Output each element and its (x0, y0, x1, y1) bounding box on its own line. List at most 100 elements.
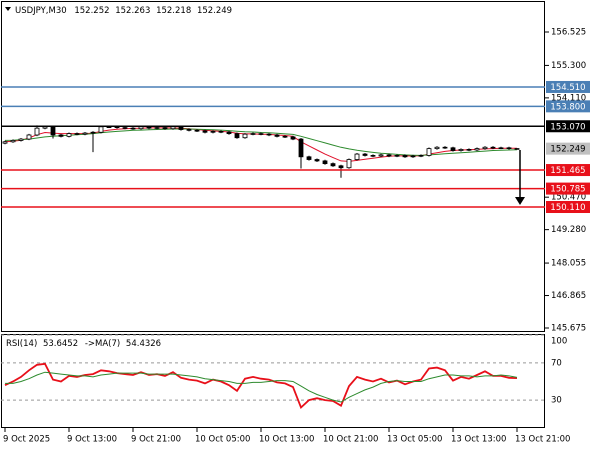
candle-body (50, 126, 56, 136)
candle-body (394, 155, 400, 157)
candle-body (418, 155, 424, 157)
series-line (5, 371, 518, 403)
candle-body (458, 149, 464, 151)
x-tick-label: 10 Oct 13:00 (259, 435, 314, 445)
candle-body (330, 163, 336, 167)
x-tick-label: 9 Oct 2025 (3, 435, 50, 445)
candle-body (402, 155, 408, 158)
rsi-name: RSI(14) (6, 339, 37, 349)
candle-body (146, 126, 152, 129)
candle-body (466, 149, 472, 151)
candle-body (82, 132, 88, 135)
high-value: 152.263 (115, 6, 150, 16)
candle-body (498, 147, 504, 150)
candle-body (130, 127, 136, 130)
candle-body (194, 129, 200, 132)
candle-body (386, 154, 392, 157)
level-label-box (546, 80, 590, 93)
x-tick-label: 10 Oct 21:00 (323, 435, 378, 445)
candle-body (266, 133, 272, 136)
level-label: 153.070 (550, 122, 585, 132)
candle-body (202, 130, 208, 133)
candle-body (122, 127, 128, 129)
level-label-box (546, 201, 590, 214)
y-tick-label: 146.865 (551, 291, 586, 301)
candle-body (298, 138, 304, 158)
level-label: 154.510 (550, 83, 585, 93)
candle-body (58, 134, 64, 137)
chart-header: USDJPY,M30 152.252 152.263 152.218 152.2… (15, 6, 232, 16)
level-label: 153.800 (550, 102, 585, 112)
candle-body (290, 136, 296, 140)
candle-body (242, 133, 248, 139)
candle-body (322, 160, 328, 165)
candle-body (274, 134, 280, 137)
candle-body (226, 131, 232, 135)
candle-body (2, 141, 8, 144)
candle-body (66, 133, 72, 137)
candle-body (26, 134, 32, 140)
menu-triangle[interactable] (5, 7, 11, 11)
y-tick-label: 70 (551, 358, 562, 368)
candle-body (98, 126, 104, 133)
y-tick-label: 149.280 (551, 225, 586, 235)
current-price-label: 152.249 (550, 145, 585, 155)
candle-body (370, 155, 376, 157)
candle-body (490, 146, 496, 149)
symbol: USDJPY,M30 (15, 6, 67, 16)
candle-body (410, 155, 416, 158)
candle-body (506, 147, 512, 150)
arrow-head (515, 197, 525, 205)
y-tick-label: 30 (551, 396, 562, 406)
candle-body (434, 146, 440, 150)
candle-body (378, 154, 384, 157)
y-tick-label: 155.300 (551, 61, 586, 71)
candle-body (442, 146, 448, 149)
x-tick-label: 9 Oct 13:00 (67, 435, 117, 445)
candle-body (450, 147, 456, 151)
candle-body (250, 133, 256, 135)
rsi-value: 53.6452 (43, 339, 78, 349)
candle-body (426, 148, 432, 156)
candle-body (10, 140, 16, 143)
candle-body (18, 138, 24, 141)
level-label: 150.785 (550, 185, 585, 195)
rsi-header: RSI(14) 53.6452 ->MA(7) 54.4326 (6, 339, 161, 349)
x-tick-label: 13 Oct 05:00 (387, 435, 442, 445)
y-tick-label: 150.470 (551, 193, 586, 203)
candle-body (482, 146, 488, 150)
candle-body (258, 133, 264, 135)
x-tick-label: 9 Oct 21:00 (131, 435, 181, 445)
candle-body (282, 135, 288, 138)
down-arrow (515, 150, 525, 205)
moving-average (4, 128, 518, 156)
candle-body (74, 133, 80, 135)
candle-body (210, 131, 216, 133)
level-label-box (546, 182, 590, 195)
x-tick-label: 10 Oct 05:00 (195, 435, 250, 445)
candle-body (42, 126, 48, 129)
low-value: 152.218 (156, 6, 191, 16)
candle-body (306, 156, 312, 160)
candle-body (234, 133, 240, 139)
level-label-box (546, 100, 590, 113)
level-label-box (546, 120, 590, 133)
candle-body (186, 129, 192, 131)
open-value: 152.252 (74, 6, 109, 16)
x-tick-label: 13 Oct 21:00 (515, 435, 570, 445)
y-tick-label: 156.525 (551, 27, 586, 37)
candle-body (178, 126, 184, 130)
candle-body (362, 153, 368, 156)
candle-body (514, 148, 520, 150)
close-value: 152.249 (197, 6, 232, 16)
current-price-box (546, 142, 590, 155)
y-tick-label: 154.110 (551, 93, 586, 103)
x-tick-label: 13 Oct 13:00 (451, 435, 506, 445)
candle-body (90, 131, 96, 134)
candle-body (354, 153, 360, 160)
rsi-ma-value: 54.4326 (126, 339, 161, 349)
candle-body (154, 127, 160, 129)
